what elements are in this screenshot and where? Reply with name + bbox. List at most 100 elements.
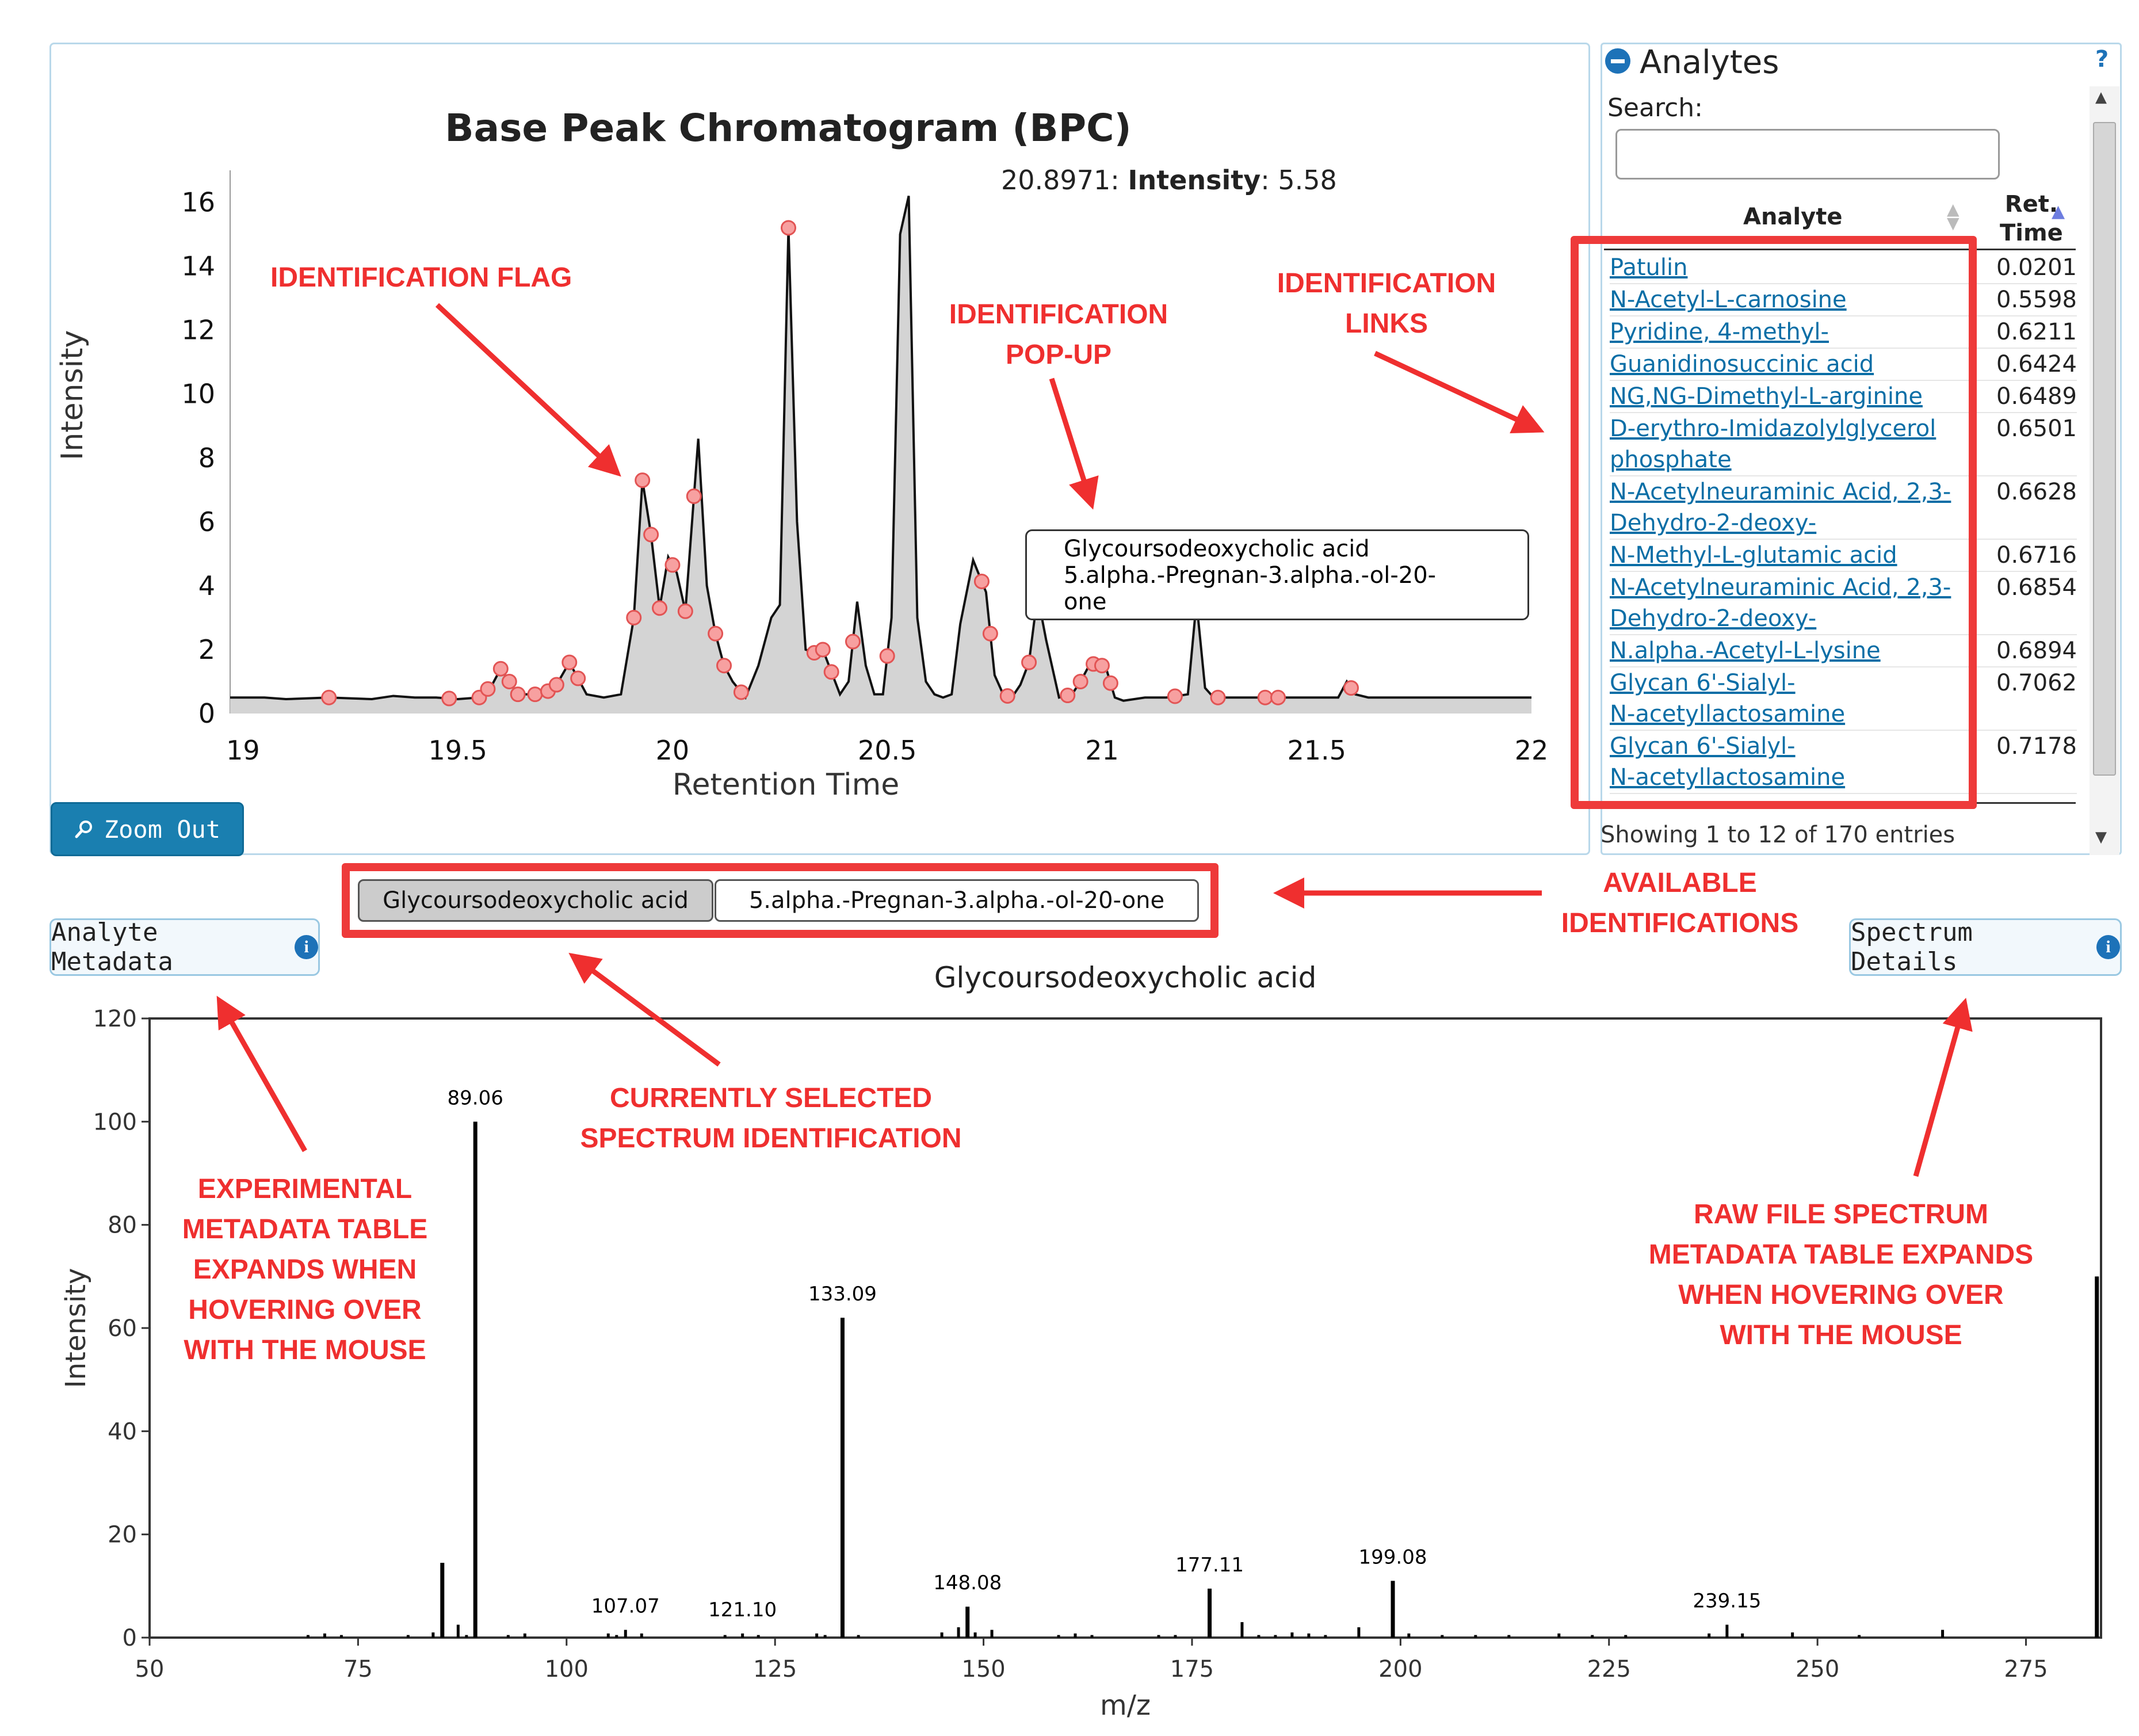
analyte-name-cell: Patulin bbox=[1610, 252, 1989, 284]
info-icon: i bbox=[295, 935, 318, 959]
analyte-row[interactable]: N-Methyl-L-glutamic acid 0.6716 bbox=[1610, 539, 2077, 571]
bpc-xtick-label: 19.5 bbox=[428, 735, 487, 766]
analyte-row[interactable]: Glycan 6'-Sialyl- N-acetyllactosamine 0.71… bbox=[1610, 730, 2077, 793]
analyte-link[interactable]: Glycan 6'-Sialyl- bbox=[1610, 733, 1796, 760]
analyte-row[interactable]: N.alpha.-Acetyl-L-lysine 0.6894 bbox=[1610, 635, 2077, 667]
retention-time-cell: 0.6628 bbox=[1996, 479, 2077, 505]
analyte-row[interactable]: Pyridine, 4-methyl- 0.6211 bbox=[1610, 316, 2077, 348]
analyte-link[interactable]: NG,NG-Dimethyl-L-arginine bbox=[1610, 383, 1923, 410]
bpc-title: Base Peak Chromatogram (BPC) bbox=[445, 106, 1132, 150]
popup-line-3: one bbox=[1064, 589, 1107, 615]
col-header-analyte[interactable]: Analyte bbox=[1743, 204, 1843, 230]
identification-flag bbox=[999, 688, 1015, 704]
spectrum-ytick-label: 60 bbox=[108, 1315, 137, 1342]
annotation-identification-flag: IDENTIFICATION FLAG bbox=[270, 262, 572, 293]
annotation-available-identifications: AVAILABLE IDENTIFICATIONS bbox=[1507, 863, 1852, 944]
analyte-link-line2[interactable]: phosphate bbox=[1610, 447, 1732, 473]
retention-time-cell: 0.5598 bbox=[1996, 287, 2077, 313]
annotation-currently-selected: CURRENTLY SELECTED SPECTRUM IDENTIFICATI… bbox=[552, 1078, 990, 1159]
analyte-link-line2[interactable]: Dehydro-2-deoxy- bbox=[1610, 605, 1817, 632]
bpc-xtick-label: 21 bbox=[1085, 735, 1119, 766]
identification-flag bbox=[1102, 675, 1118, 691]
annotation-exp-line4: HOVERING OVER bbox=[188, 1295, 422, 1325]
annotation-experimental-metadata: EXPERIMENTAL METADATA TABLE EXPANDS WHEN… bbox=[144, 1169, 466, 1371]
bpc-chart[interactable]: 0 2 4 6 8 10 12 14 16 19 19.5 20 20.5 21 21.5 22 bbox=[49, 43, 1590, 855]
spectrum-xtick-label: 75 bbox=[343, 1656, 373, 1682]
scroll-up-icon[interactable]: ▲ bbox=[2095, 89, 2107, 106]
analyte-link-line2[interactable]: N-acetyllactosamine bbox=[1610, 701, 1846, 727]
identification-flag bbox=[548, 677, 564, 693]
spectrum-peak-label: 199.08 bbox=[1359, 1546, 1427, 1569]
spectrum-chart[interactable]: Glycoursodeoxycholic acid 0 20 40 60 80 100 120… bbox=[0, 961, 2139, 1736]
analyte-link[interactable]: N-Acetylneuraminic Acid, 2,3- bbox=[1610, 479, 1951, 505]
analyte-row[interactable]: N-Acetylneuraminic Acid, 2,3- Dehydro-2-d… bbox=[1610, 571, 2077, 635]
analyte-row[interactable]: NG,NG-Dimethyl-L-arginine 0.6489 bbox=[1610, 380, 2077, 413]
analytes-header: Analytes bbox=[1640, 44, 1779, 81]
bpc-xtick-label: 21.5 bbox=[1288, 735, 1346, 766]
magnifier-icon bbox=[75, 821, 92, 838]
bpc-ytick-label: 12 bbox=[181, 315, 215, 346]
collapse-icon[interactable] bbox=[1605, 48, 1630, 74]
spectrum-details-button[interactable]: Spectrum Details i bbox=[1849, 918, 2122, 976]
arrow-flag bbox=[435, 303, 621, 477]
arrow-raw bbox=[1913, 998, 1973, 1177]
analyte-row[interactable]: N-Acetyl-L-carnosine 0.5598 bbox=[1610, 284, 2077, 316]
analyte-link[interactable]: Guanidinosuccinic acid bbox=[1610, 351, 1874, 377]
identification-tab-other[interactable]: 5.alpha.-Pregnan-3.alpha.-ol-20-one bbox=[715, 879, 1199, 922]
col-header-ret-time[interactable]: Ret. Time bbox=[2000, 190, 2063, 247]
bpc-ytick-label: 4 bbox=[198, 570, 215, 601]
bpc-ytick-label: 16 bbox=[181, 187, 215, 218]
retention-time-cell: 0.6894 bbox=[1996, 638, 2077, 664]
identification-flag bbox=[823, 664, 839, 680]
spectrum-xtick-label: 225 bbox=[1587, 1656, 1631, 1682]
info-icon: i bbox=[2096, 935, 2120, 959]
identification-flag bbox=[570, 670, 586, 686]
identification-flag bbox=[1021, 654, 1037, 670]
identification-flag bbox=[815, 642, 831, 658]
annotation-identification-links: IDENTIFICATION LINKS bbox=[1248, 264, 1525, 344]
identification-flag bbox=[321, 689, 337, 705]
analyte-link[interactable]: Pyridine, 4-methyl- bbox=[1610, 319, 1829, 345]
analyte-link-line2[interactable]: N-acetyllactosamine bbox=[1610, 764, 1846, 791]
sort-icon[interactable]: ▲ ▼ bbox=[1947, 200, 1960, 232]
analyte-link[interactable]: D-erythro-Imidazolylglycerol bbox=[1610, 415, 1936, 442]
analyte-link[interactable]: N-Acetylneuraminic Acid, 2,3- bbox=[1610, 574, 1951, 601]
analyte-metadata-button[interactable]: Analyte Metadata i bbox=[49, 918, 320, 976]
spectrum-peak-label: 107.07 bbox=[591, 1595, 660, 1618]
scrollbar-thumb[interactable] bbox=[2093, 122, 2116, 776]
spectrum-ytick-label: 20 bbox=[108, 1522, 137, 1548]
analyte-link[interactable]: N-Methyl-L-glutamic acid bbox=[1610, 542, 1897, 569]
analyte-row[interactable]: N-Acetylneuraminic Acid, 2,3- Dehydro-2-d… bbox=[1610, 476, 2077, 539]
identification-flag bbox=[1094, 658, 1110, 674]
spectrum-xtick-label: 150 bbox=[961, 1656, 1005, 1682]
zoom-out-label: Zoom Out bbox=[104, 815, 221, 844]
scroll-down-icon[interactable]: ▼ bbox=[2095, 829, 2107, 846]
search-label: Search: bbox=[1607, 93, 1703, 123]
search-input[interactable] bbox=[1615, 129, 2000, 180]
help-icon[interactable]: ? bbox=[2095, 46, 2109, 73]
analyte-row[interactable]: Patulin 0.0201 bbox=[1610, 252, 2077, 284]
identification-flag bbox=[652, 600, 668, 616]
annotation-links-line1: IDENTIFICATION bbox=[1277, 268, 1496, 299]
analyte-row[interactable]: Guanidinosuccinic acid 0.6424 bbox=[1610, 348, 2077, 380]
bpc-xtick-label: 20 bbox=[656, 735, 690, 766]
analyte-link[interactable]: N-Acetyl-L-carnosine bbox=[1610, 287, 1847, 313]
identification-flag bbox=[973, 573, 990, 589]
analyte-link-line2[interactable]: Dehydro-2-deoxy- bbox=[1610, 510, 1817, 536]
col-header-ret-line2: Time bbox=[2000, 220, 2063, 246]
zoom-out-button[interactable]: Zoom Out bbox=[51, 802, 244, 856]
analyte-row[interactable]: D-erythro-Imidazolylglycerol phosphate 0.6… bbox=[1610, 413, 2077, 476]
identification-flag bbox=[510, 686, 526, 703]
analyte-link[interactable]: Glycan 6'-Sialyl- bbox=[1610, 670, 1796, 696]
identification-tab-selected[interactable]: Glycoursodeoxycholic acid bbox=[358, 879, 713, 922]
spectrum-peak-label: 121.10 bbox=[708, 1598, 777, 1621]
analyte-row[interactable]: Glycan 6'-Sialyl- N-acetyllactosamine 0.70… bbox=[1610, 667, 2077, 730]
analyte-link[interactable]: N.alpha.-Acetyl-L-lysine bbox=[1610, 638, 1881, 664]
analyte-name-cell: D-erythro-Imidazolylglycerol phosphate bbox=[1610, 413, 1989, 476]
identification-flag bbox=[480, 681, 496, 697]
analyte-link[interactable]: Patulin bbox=[1610, 254, 1688, 281]
spectrum-details-label: Spectrum Details bbox=[1851, 918, 1973, 976]
analyte-metadata-label: Analyte Metadata bbox=[51, 918, 173, 976]
identification-flag bbox=[780, 220, 796, 236]
